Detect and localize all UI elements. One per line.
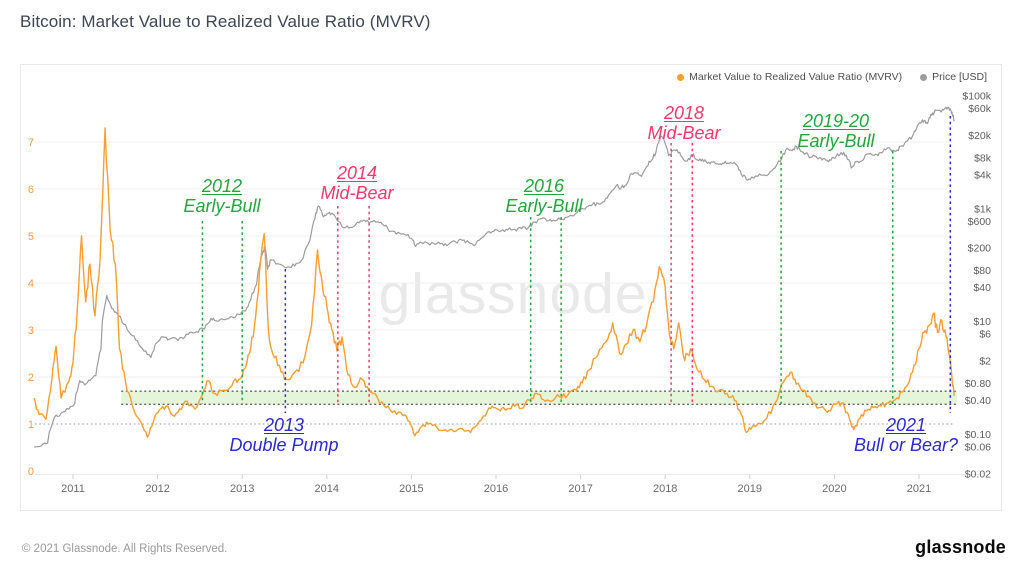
mvrv-line bbox=[33, 127, 956, 438]
legend-label: Price [USD] bbox=[932, 71, 987, 83]
x-axis-label: 2018 bbox=[653, 483, 677, 495]
x-axis-label: 2011 bbox=[61, 483, 85, 495]
x-axis-label: 2020 bbox=[822, 483, 846, 495]
y-right-label: $0.06 bbox=[965, 441, 991, 453]
y-right-label: $80 bbox=[973, 265, 991, 277]
y-right-label: $2 bbox=[979, 356, 991, 368]
x-axis-label: 2021 bbox=[907, 483, 931, 495]
x-axis-label: 2015 bbox=[399, 483, 423, 495]
price-line bbox=[34, 106, 955, 448]
legend-label: Market Value to Realized Value Ratio (MV… bbox=[689, 71, 903, 83]
legend-item-mvrv[interactable]: Market Value to Realized Value Ratio (MV… bbox=[677, 71, 902, 83]
y-right-label: $4k bbox=[974, 169, 992, 181]
y-right-label: $0.10 bbox=[965, 429, 991, 441]
mvrv-chart: 2011 2012 2013 2014 2015 2016 2017 2018 2019 2020… bbox=[28, 91, 992, 496]
x-axis-label: 2013 bbox=[230, 483, 254, 495]
legend-dot bbox=[677, 73, 685, 81]
y-left-label: 2 bbox=[28, 372, 34, 384]
annotation-label: Bull or Bear? bbox=[853, 435, 959, 455]
annotation-year: 2016 bbox=[523, 176, 565, 196]
annotation-2013-double-pump: 2013 Double Pump bbox=[229, 415, 338, 455]
mvrv-band bbox=[121, 391, 958, 405]
y-left-label: 0 bbox=[28, 466, 34, 478]
glassnode-logo: glassnode bbox=[915, 537, 1006, 557]
annotation-year: 2013 bbox=[263, 415, 305, 435]
y-left-label: 1 bbox=[28, 419, 34, 431]
annotation-2018-mid-bear: 2018 Mid-Bear bbox=[647, 103, 720, 143]
x-axis-label: 2017 bbox=[568, 483, 592, 495]
y-right-label: $20k bbox=[968, 130, 992, 142]
legend-dot bbox=[920, 73, 928, 81]
x-axis-label: 2019 bbox=[738, 483, 762, 495]
annotation-label: Early-Bull bbox=[183, 196, 261, 216]
annotation-label: Early-Bull bbox=[505, 196, 583, 216]
legend-item-price[interactable]: Price [USD] bbox=[920, 71, 987, 83]
y-left-label: 4 bbox=[28, 278, 34, 290]
y-right-label: $200 bbox=[968, 243, 992, 255]
y-right-label: $0.02 bbox=[965, 468, 991, 480]
annotation-2016-early-bull: 2016 Early-Bull bbox=[505, 176, 582, 216]
y-right-label: $40 bbox=[973, 282, 991, 294]
page-title: Bitcoin: Market Value to Realized Value … bbox=[20, 12, 431, 31]
y-right-label: $100k bbox=[962, 91, 991, 103]
y-right-label: $60k bbox=[968, 103, 992, 115]
annotation-2014-mid-bear: 2014 Mid-Bear bbox=[320, 163, 393, 203]
annotation-2019-20-early-bull: 2019-20 Early-Bull bbox=[797, 111, 874, 151]
y-right-label: $600 bbox=[968, 216, 992, 228]
annotation-label: Mid-Bear bbox=[320, 183, 394, 203]
annotation-2012-early-bull: 2012 Early-Bull bbox=[183, 176, 260, 216]
y-right-label: $8k bbox=[974, 152, 992, 164]
y-left-label: 3 bbox=[28, 325, 34, 337]
y-right-label: $1k bbox=[974, 203, 992, 215]
copyright-text: © 2021 Glassnode. All Rights Reserved. bbox=[22, 543, 228, 555]
annotation-year: 2021 bbox=[885, 415, 927, 435]
annotation-year: 2019-20 bbox=[802, 111, 870, 131]
x-axis-label: 2012 bbox=[145, 483, 169, 495]
y-left-label: 7 bbox=[28, 137, 34, 149]
annotation-label: Mid-Bear bbox=[647, 123, 721, 143]
y-right-label: $10 bbox=[973, 316, 991, 328]
chart-legend: Market Value to Realized Value Ratio (MV… bbox=[677, 71, 987, 83]
annotation-2021-bull-or-bear-: 2021 Bull or Bear? bbox=[854, 415, 958, 455]
annotation-label: Double Pump bbox=[229, 435, 339, 455]
y-left-label: 6 bbox=[28, 184, 34, 196]
annotation-year: 2014 bbox=[336, 163, 378, 183]
annotation-year: 2018 bbox=[663, 103, 705, 123]
y-right-label: $6 bbox=[979, 329, 991, 341]
y-right-label: $0.40 bbox=[965, 395, 991, 407]
x-axis-label: 2016 bbox=[484, 483, 508, 495]
x-axis-label: 2014 bbox=[315, 483, 339, 495]
y-right-label: $0.80 bbox=[965, 378, 991, 390]
annotation-label: Early-Bull bbox=[797, 131, 875, 151]
annotation-year: 2012 bbox=[201, 176, 243, 196]
y-left-label: 5 bbox=[28, 231, 34, 243]
